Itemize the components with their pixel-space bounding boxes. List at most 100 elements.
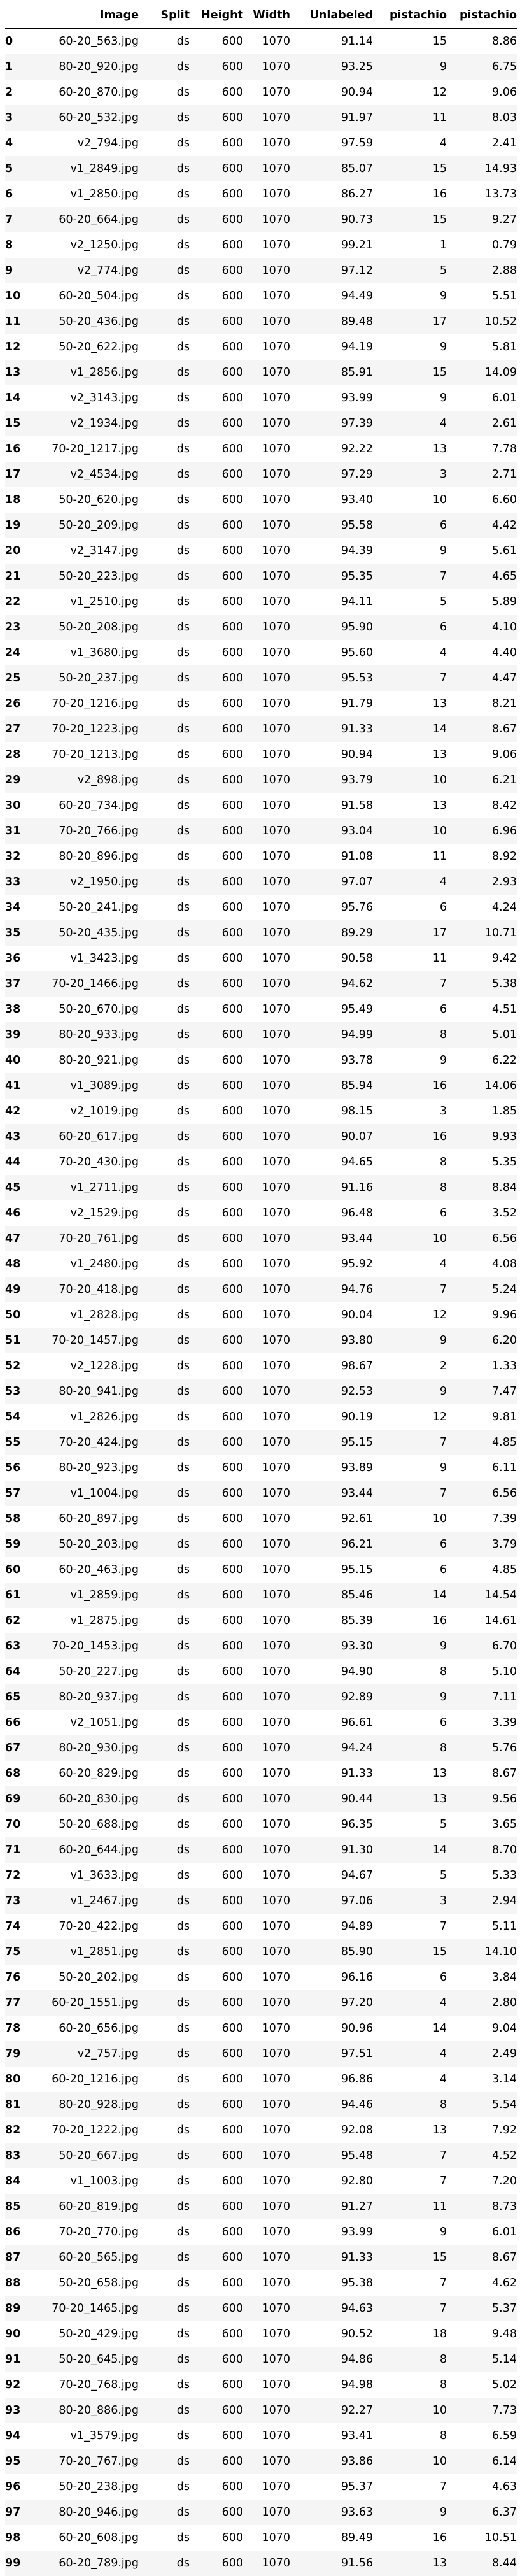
row-index: 72: [5, 1863, 33, 1888]
cell-split: ds: [139, 1914, 190, 1939]
cell-unlabeled: 85.07: [290, 156, 373, 181]
cell-unlabeled: 85.90: [290, 1939, 373, 1965]
cell-image: 80-20_928.jpg: [33, 2092, 139, 2117]
cell-image: v1_2467.jpg: [33, 1888, 139, 1914]
row-index: 96: [5, 2474, 33, 2500]
cell-pistachio-count: 15: [373, 360, 447, 385]
cell-height: 600: [190, 1430, 243, 1455]
cell-width: 1070: [243, 1761, 290, 1786]
cell-unlabeled: 90.19: [290, 1404, 373, 1430]
cell-width: 1070: [243, 869, 290, 895]
cell-pistachio-count: 11: [373, 105, 447, 131]
cell-pistachio-count: 4: [373, 2067, 447, 2092]
cell-split: ds: [139, 997, 190, 1022]
cell-height: 600: [190, 589, 243, 615]
cell-split: ds: [139, 156, 190, 181]
cell-height: 600: [190, 1659, 243, 1684]
cell-pistachio-count: 9: [373, 1328, 447, 1353]
cell-image: 60-20_463.jpg: [33, 1557, 139, 1583]
row-index: 83: [5, 2143, 33, 2168]
cell-split: ds: [139, 513, 190, 538]
cell-height: 600: [190, 1251, 243, 1277]
cell-width: 1070: [243, 665, 290, 691]
row-index: 69: [5, 1786, 33, 1812]
cell-height: 600: [190, 232, 243, 258]
cell-image: 80-20_937.jpg: [33, 1684, 139, 1710]
cell-pistachio-count: 5: [373, 258, 447, 283]
cell-split: ds: [139, 1430, 190, 1455]
cell-pistachio-count: 16: [373, 1073, 447, 1099]
cell-pistachio-percent: 6.70: [447, 1633, 517, 1659]
cell-unlabeled: 93.80: [290, 1328, 373, 1353]
cell-image: 70-20_766.jpg: [33, 818, 139, 844]
row-index: 30: [5, 793, 33, 818]
cell-image: 70-20_422.jpg: [33, 1914, 139, 1939]
cell-unlabeled: 93.78: [290, 1048, 373, 1073]
cell-height: 600: [190, 1022, 243, 1048]
cell-pistachio-count: 13: [373, 2551, 447, 2576]
cell-pistachio-count: 9: [373, 1455, 447, 1481]
cell-pistachio-percent: 3.52: [447, 1200, 517, 1226]
cell-height: 600: [190, 1990, 243, 2016]
cell-unlabeled: 94.46: [290, 2092, 373, 2117]
cell-image: v1_2851.jpg: [33, 1939, 139, 1965]
cell-unlabeled: 93.79: [290, 767, 373, 793]
cell-image: 60-20_870.jpg: [33, 80, 139, 105]
cell-pistachio-count: 3: [373, 462, 447, 487]
cell-height: 600: [190, 2016, 243, 2041]
cell-pistachio-count: 15: [373, 156, 447, 181]
cell-width: 1070: [243, 334, 290, 360]
cell-split: ds: [139, 2525, 190, 2551]
cell-width: 1070: [243, 1812, 290, 1837]
row-index: 93: [5, 2398, 33, 2423]
cell-pistachio-percent: 14.61: [447, 1608, 517, 1633]
cell-width: 1070: [243, 2143, 290, 2168]
cell-pistachio-count: 9: [373, 2219, 447, 2245]
cell-pistachio-percent: 8.67: [447, 1761, 517, 1786]
cell-width: 1070: [243, 2168, 290, 2194]
cell-unlabeled: 94.49: [290, 283, 373, 309]
cell-pistachio-count: 8: [373, 2372, 447, 2398]
row-index: 3: [5, 105, 33, 131]
cell-image: v1_1003.jpg: [33, 2168, 139, 2194]
cell-pistachio-percent: 4.08: [447, 1251, 517, 1277]
cell-image: 70-20_1453.jpg: [33, 1633, 139, 1659]
cell-split: ds: [139, 818, 190, 844]
cell-height: 600: [190, 385, 243, 411]
header-image: Image: [33, 3, 139, 29]
cell-unlabeled: 96.35: [290, 1812, 373, 1837]
header-pistachio-count: pistachio: [373, 3, 447, 29]
cell-image: v2_1228.jpg: [33, 1353, 139, 1379]
row-index: 66: [5, 1710, 33, 1735]
cell-height: 600: [190, 538, 243, 564]
cell-pistachio-percent: 7.47: [447, 1379, 517, 1404]
cell-width: 1070: [243, 2016, 290, 2041]
cell-image: 70-20_1466.jpg: [33, 971, 139, 997]
cell-width: 1070: [243, 1277, 290, 1302]
cell-height: 600: [190, 2423, 243, 2449]
cell-image: 60-20_656.jpg: [33, 2016, 139, 2041]
cell-width: 1070: [243, 2551, 290, 2576]
row-index: 50: [5, 1302, 33, 1328]
cell-split: ds: [139, 589, 190, 615]
cell-pistachio-percent: 8.70: [447, 1837, 517, 1863]
cell-unlabeled: 93.04: [290, 818, 373, 844]
cell-unlabeled: 97.51: [290, 2041, 373, 2067]
cell-width: 1070: [243, 1481, 290, 1506]
cell-pistachio-percent: 6.96: [447, 818, 517, 844]
cell-pistachio-count: 6: [373, 1532, 447, 1557]
cell-height: 600: [190, 1965, 243, 1990]
